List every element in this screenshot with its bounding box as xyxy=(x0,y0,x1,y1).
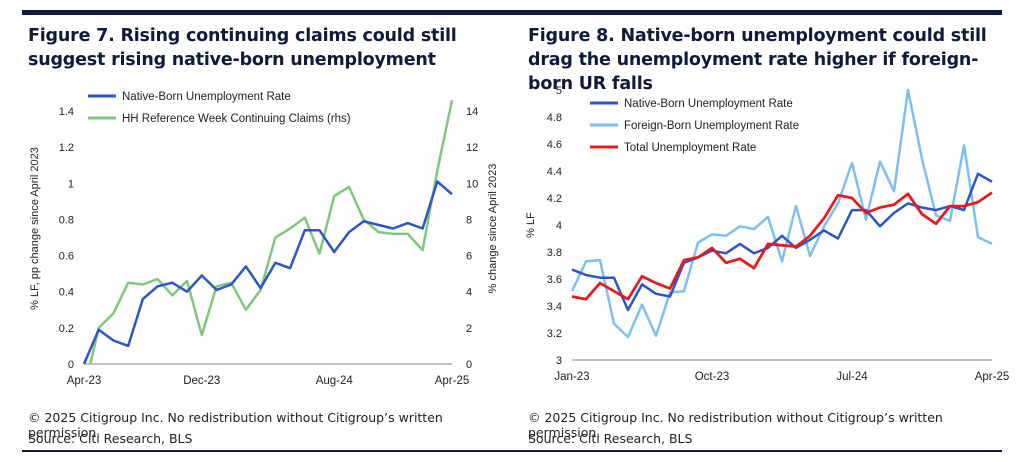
legend-label: Total Unemployment Rate xyxy=(624,142,756,154)
x-tick-label: Dec-23 xyxy=(183,375,220,387)
y-tick-label: 0.2 xyxy=(59,323,74,335)
y-tick-label: 1 xyxy=(68,178,74,190)
figure7-copyright: © 2025 Citigroup Inc. No redistribution … xyxy=(28,410,443,440)
x-tick-label: Apr-25 xyxy=(975,371,1010,383)
series-line-foreign-born-unemployment-rate xyxy=(570,88,993,339)
series-line-native-born-unemployment-rate xyxy=(82,180,453,364)
x-tick-label: Apr-25 xyxy=(435,375,470,387)
y-tick-label: 1.4 xyxy=(59,106,74,118)
y-tick-label: 4.6 xyxy=(547,139,562,151)
figure8-source: Source: Citi Research, BLS xyxy=(528,431,693,446)
y-tick-label: 3.6 xyxy=(547,274,562,286)
figure7-panel: Figure 7. Rising continuing claims could… xyxy=(22,22,512,447)
figure8-panel: Figure 8. Native-born unemployment could… xyxy=(522,22,1012,447)
series-line-hh-reference-week-continuing-claims-rhs- xyxy=(89,99,454,364)
legend-label: Native-Born Unemployment Rate xyxy=(624,98,793,110)
y2-tick-label: 12 xyxy=(466,142,478,154)
x-tick-label: Apr-23 xyxy=(67,375,102,387)
legend-label: Native-Born Unemployment Rate xyxy=(122,91,291,103)
figure7-source: Source: Citi Research, BLS xyxy=(28,431,193,446)
y-tick-label: 0 xyxy=(68,359,74,371)
y-tick-label: 0.6 xyxy=(59,251,74,263)
y2-tick-label: 0 xyxy=(466,359,472,371)
y2-axis-label: % change since April 2023 xyxy=(487,164,499,294)
y-tick-label: 5 xyxy=(556,85,562,97)
figure7-title: Figure 7. Rising continuing claims could… xyxy=(28,26,457,70)
legend-label: HH Reference Week Continuing Claims (rhs… xyxy=(122,113,351,125)
y-tick-label: 3.8 xyxy=(547,247,562,259)
y-axis-label: % LF, pp change since April 2023 xyxy=(29,147,41,310)
series-line-total-unemployment-rate xyxy=(571,191,993,301)
figure8-copyright: © 2025 Citigroup Inc. No redistribution … xyxy=(528,410,943,440)
y-tick-label: 4.4 xyxy=(547,166,562,178)
y-tick-label: 3 xyxy=(556,355,562,367)
y-axis-label: % LF xyxy=(525,212,537,238)
figure7-chart: 0 0.2 0.4 0.6 0.8 1 1.2 1.4 0 2 4 6 8 10 12 14 Apr-23 Dec… xyxy=(29,91,499,387)
y2-tick-label: 4 xyxy=(466,287,472,299)
x-tick-label: Jul-24 xyxy=(836,371,868,383)
y-tick-label: 4.2 xyxy=(547,193,562,205)
x-tick-label: Jan-23 xyxy=(554,371,589,383)
figure8-chart: 3 3.2 3.4 3.6 3.8 4 4.2 4.4 4.6 4.8 5 Jan-23 Oct-23 J… xyxy=(525,85,1010,383)
y2-tick-label: 2 xyxy=(466,323,472,335)
legend-label: Foreign-Born Unemployment Rate xyxy=(624,120,799,132)
y-tick-label: 3.2 xyxy=(547,328,562,340)
y2-tick-label: 6 xyxy=(466,251,472,263)
y2-tick-label: 14 xyxy=(466,106,478,118)
y-tick-label: 3.4 xyxy=(547,301,562,313)
series-line-native-born-unemployment-rate xyxy=(571,172,993,312)
y-tick-label: 0.4 xyxy=(59,287,74,299)
y-tick-label: 1.2 xyxy=(59,142,74,154)
top-rule xyxy=(22,10,1002,15)
y-tick-label: 4 xyxy=(556,220,562,232)
x-tick-label: Aug-24 xyxy=(316,375,354,387)
y2-tick-label: 8 xyxy=(466,214,472,226)
y-tick-label: 0.8 xyxy=(59,214,74,226)
y-tick-label: 4.8 xyxy=(547,112,562,124)
y2-tick-label: 10 xyxy=(466,178,478,190)
x-tick-label: Oct-23 xyxy=(695,371,730,383)
bottom-rule xyxy=(22,450,1002,452)
figure8-title: Figure 8. Native-born unemployment could… xyxy=(528,26,987,94)
